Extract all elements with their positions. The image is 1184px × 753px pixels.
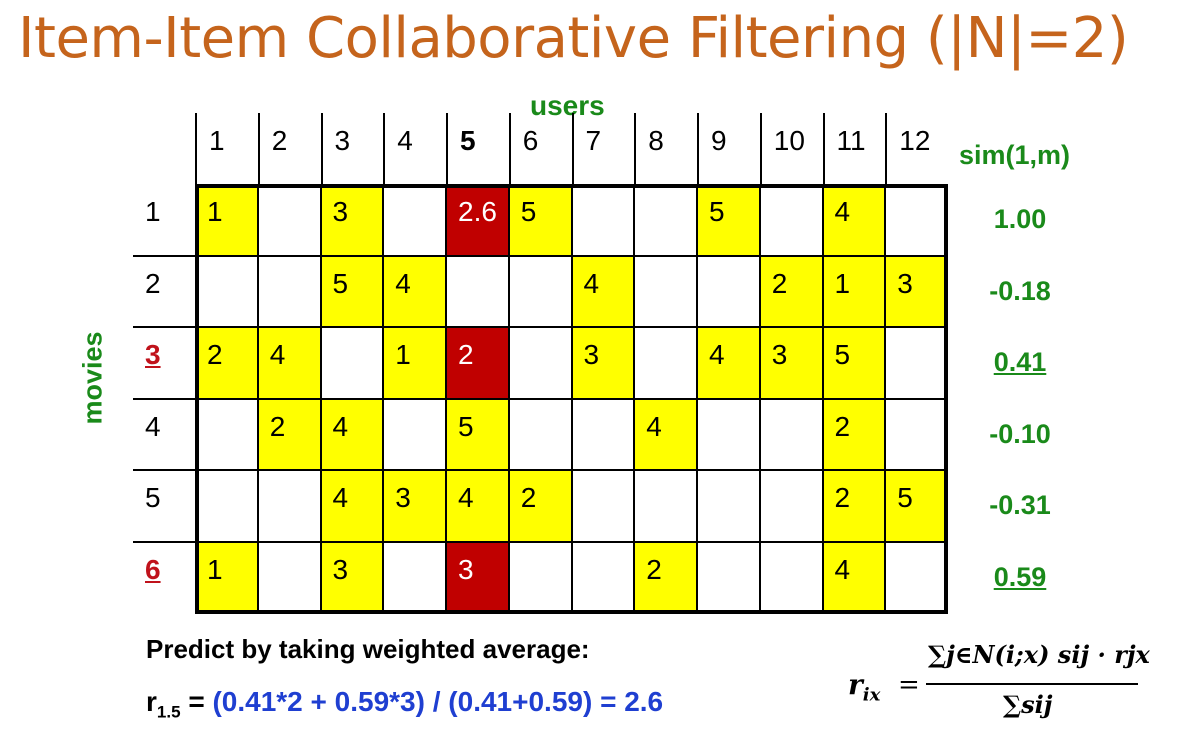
- row-divider: [133, 326, 948, 328]
- rating-cell: 3: [759, 327, 822, 398]
- formula-fraction-bar: [926, 683, 1138, 685]
- rating-cell: 4: [320, 398, 383, 470]
- rating-cell: 2: [759, 255, 822, 327]
- similarity-value: -0.10: [989, 418, 1051, 449]
- users-axis-label: users: [530, 90, 605, 121]
- user-column-header: 4: [383, 113, 445, 185]
- movie-row-label: 1: [145, 196, 161, 227]
- column-divider: [633, 184, 636, 613]
- rating-cell: 4: [257, 327, 320, 398]
- formula-lhs: rix: [848, 668, 880, 706]
- rating-cell: 2: [257, 398, 320, 470]
- similarity-value: -0.18: [989, 275, 1051, 306]
- rating-cell: 2.6: [446, 184, 508, 255]
- user-column-header: 8: [634, 113, 696, 185]
- rating-cell: 2: [508, 470, 571, 541]
- rating-cell: 5: [697, 184, 759, 255]
- user-column-header: 7: [571, 113, 634, 185]
- rating-cell: 5: [885, 470, 948, 541]
- column-divider: [507, 184, 510, 613]
- rating-cell: 3: [320, 184, 383, 255]
- user-column-header: 1: [195, 113, 257, 185]
- rating-cell: 4: [822, 184, 885, 255]
- rating-cell: 4: [697, 327, 759, 398]
- rating-cell: 1: [195, 541, 257, 613]
- prediction-lhs: r: [146, 686, 157, 717]
- rating-cell: 4: [320, 470, 383, 541]
- row-divider: [133, 540, 948, 543]
- user-column-header: 3: [320, 113, 383, 185]
- movie-row-label: 3: [145, 339, 161, 370]
- sim-column-header: sim(1,m): [959, 140, 1071, 170]
- user-column-header: 2: [257, 113, 320, 185]
- column-divider: [382, 184, 385, 613]
- rating-cell: 2: [195, 327, 257, 398]
- rating-cell: 1: [195, 184, 257, 255]
- rating-cell: 2: [822, 398, 885, 470]
- rating-cell: 5: [822, 327, 885, 398]
- movie-row-label: 4: [145, 410, 161, 442]
- column-divider: [821, 184, 824, 613]
- column-divider: [884, 184, 887, 613]
- movies-axis-label: movies: [77, 331, 108, 425]
- user-column-header: 11: [822, 113, 885, 185]
- similarity-value: -0.31: [989, 490, 1051, 520]
- row-divider: [133, 254, 948, 257]
- prediction-equation: r1.5 = (0.41*2 + 0.59*3) / (0.41+0.59) =…: [146, 686, 663, 723]
- rating-cell: 3: [320, 541, 383, 613]
- row-divider: [133, 469, 948, 471]
- movie-row-label: 5: [145, 482, 161, 513]
- rating-cell: 5: [446, 398, 508, 470]
- column-divider: [256, 184, 259, 613]
- formula-numerator: ∑j∈N(i;x) sij · rjx: [928, 640, 1150, 669]
- rating-cell: 5: [508, 184, 571, 255]
- column-divider: [570, 184, 573, 613]
- user-column-header: 9: [697, 113, 759, 185]
- rating-cell: 3: [885, 255, 948, 327]
- rating-cell: 3: [446, 541, 508, 613]
- movie-row-label: 6: [145, 553, 161, 585]
- prediction-lhs-sub: 1.5: [156, 702, 181, 722]
- column-divider: [445, 184, 447, 613]
- user-column-header: 12: [885, 113, 947, 185]
- similarity-value: 1.00: [993, 204, 1047, 234]
- row-divider: [133, 397, 948, 400]
- rating-cell: 4: [446, 470, 508, 541]
- prediction-expression: (0.41*2 + 0.59*3) / (0.41+0.59) = 2.6: [212, 686, 664, 717]
- rating-cell: 1: [822, 255, 885, 327]
- user-column-header: 10: [759, 113, 822, 185]
- rating-cell: 4: [822, 541, 885, 613]
- rating-cell: 4: [571, 255, 634, 327]
- movie-row-label: 2: [145, 267, 161, 299]
- prediction-heading: Predict by taking weighted average:: [146, 634, 590, 664]
- similarity-value: 0.59: [993, 561, 1047, 592]
- similarity-value: 0.41: [993, 347, 1047, 377]
- rating-cell: 1: [383, 327, 446, 398]
- formula-denominator: ∑sij: [1003, 690, 1053, 719]
- column-divider: [319, 184, 322, 613]
- user-column-header: 6: [508, 113, 571, 185]
- page-title: Item-Item Collaborative Filtering (|N|=2…: [18, 6, 1129, 71]
- formula-lhs-symbol: r: [848, 668, 863, 701]
- matrix-border: [195, 184, 948, 614]
- user-column-header: 5: [446, 113, 508, 185]
- prediction-equals: =: [180, 686, 213, 717]
- rating-cell: 2: [822, 470, 885, 541]
- rating-cell: 2: [446, 327, 508, 398]
- rating-cell: 4: [383, 255, 446, 327]
- formula-equals: =: [898, 670, 920, 700]
- rating-cell: 2: [634, 541, 697, 613]
- column-divider: [696, 184, 698, 613]
- rating-cell: 3: [571, 327, 634, 398]
- rating-cell: 4: [634, 398, 697, 470]
- column-divider: [758, 184, 761, 613]
- formula-lhs-sub: ix: [862, 684, 881, 706]
- rating-cell: 3: [383, 470, 446, 541]
- rating-cell: 5: [320, 255, 383, 327]
